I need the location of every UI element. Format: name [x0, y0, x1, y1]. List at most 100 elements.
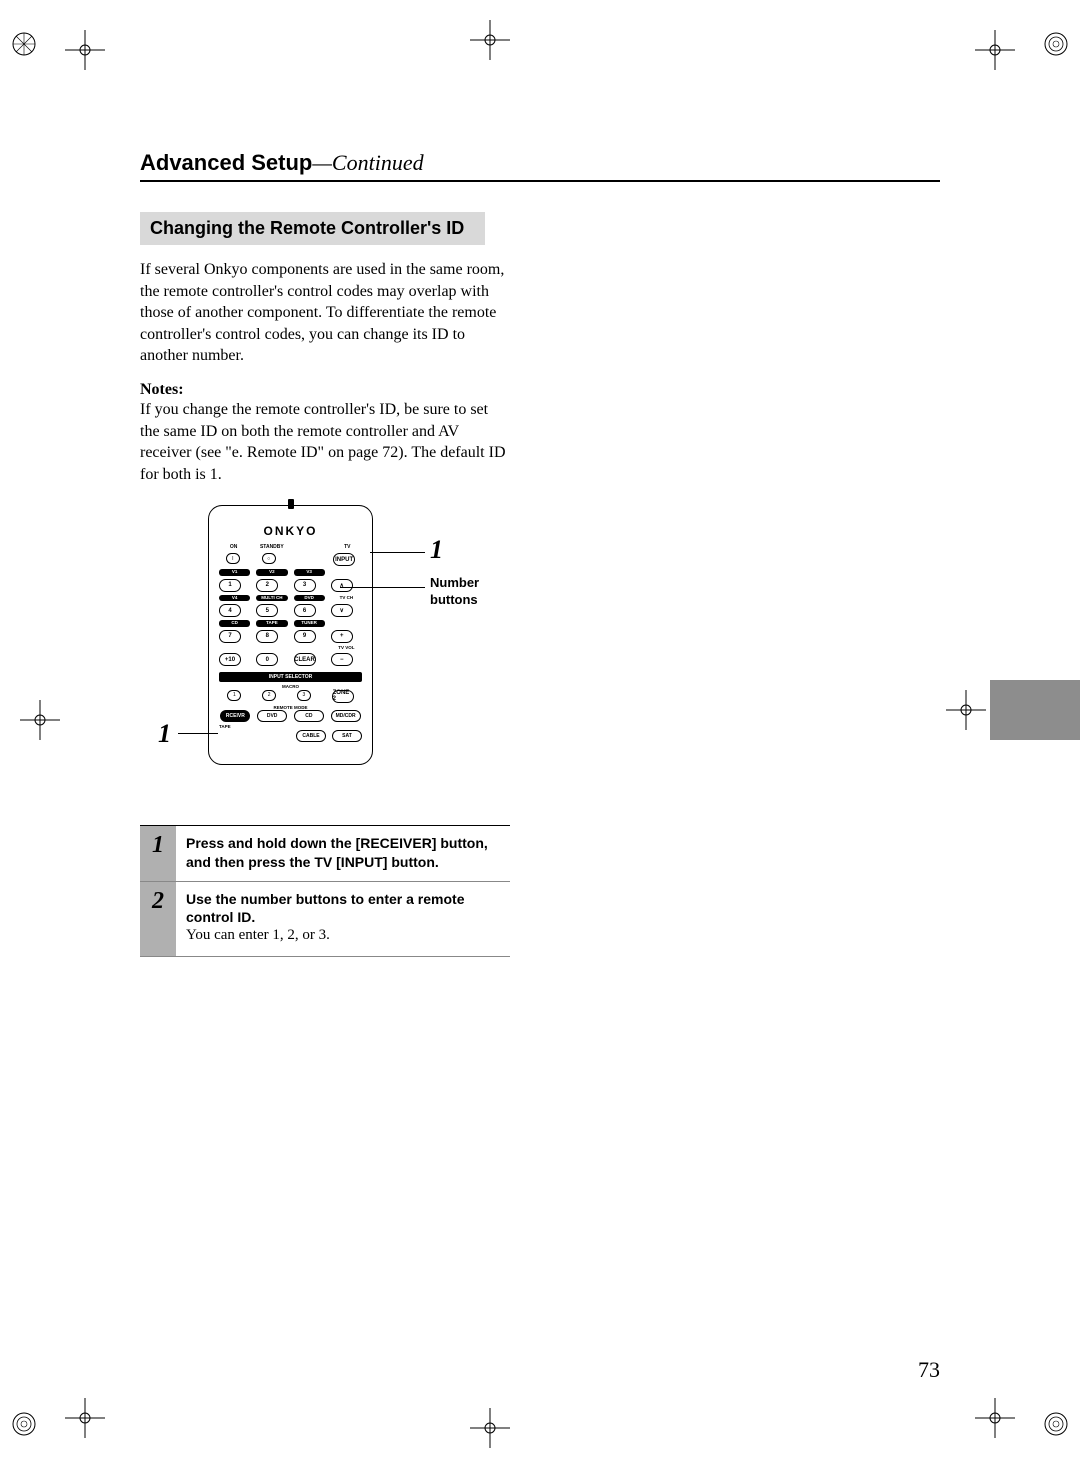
crop-cross-right-mid [946, 690, 986, 730]
btn-0: 0 [256, 653, 278, 666]
notes-block: Notes: If you change the remote controll… [140, 381, 510, 485]
registration-mark-top-left [10, 30, 38, 58]
notes-body: If you change the remote controller's ID… [140, 399, 510, 485]
btn-6: 6 [294, 604, 316, 617]
lbl-multich: MULTI CH [256, 595, 287, 602]
btn-9: 9 [294, 630, 316, 643]
lbl-cd: CD [219, 620, 250, 627]
mode-dvd: DVD [257, 710, 287, 722]
label-spacer [299, 544, 321, 550]
btn-3: 3 [294, 579, 316, 592]
row3-labels: CD TAPE TUNER [209, 620, 372, 627]
btn-1: 1 [219, 579, 241, 592]
leader-numbuttons [340, 587, 425, 588]
steps-end-rule [140, 956, 510, 957]
step-row-1: 1 Press and hold down the [RECEIVER] but… [140, 826, 510, 880]
remote-emitter-icon [288, 499, 294, 509]
macro-1: 1 [227, 690, 241, 701]
steps-table: 1 Press and hold down the [RECEIVER] but… [140, 825, 510, 956]
btn-spacer [297, 553, 311, 564]
crop-cross-top-right [975, 30, 1015, 70]
btn-5: 5 [256, 604, 278, 617]
page-number: 73 [918, 1357, 940, 1383]
header-title: Advanced Setup [140, 150, 312, 176]
lbl-dvd: DVD [294, 595, 325, 602]
label-on: ON [223, 544, 245, 550]
row2-labels: V4 MULTI CH DVD TV CH [209, 595, 372, 602]
lbl-v2: V2 [256, 569, 287, 576]
mode-mdcdr: MD/CDR [331, 710, 361, 722]
section-title: Changing the Remote Controller's ID [140, 212, 485, 245]
btn-4: 4 [219, 604, 241, 617]
macro-3: 3 [297, 690, 311, 701]
crop-cross-left-mid [20, 700, 60, 740]
input-selector-bar: INPUT SELECTOR [219, 672, 362, 682]
mode-row-1: RCEIVR DVD CD MD/CDR [209, 710, 372, 722]
label-standby: STANDBY [260, 544, 284, 550]
left-column: Changing the Remote Controller's ID If s… [140, 212, 510, 957]
step-1-bold: Press and hold down the [RECEIVER] butto… [186, 834, 504, 870]
lbl-v1: V1 [219, 569, 250, 576]
notes-label: Notes: [140, 381, 510, 399]
label-tv: TV [336, 544, 358, 550]
mode-cable: CABLE [296, 730, 326, 742]
callout-receiver-num: 1 [158, 719, 171, 749]
header-continued: —Continued [312, 150, 423, 176]
mode-cd: CD [294, 710, 324, 722]
remote-diagram: ONKYO ON STANDBY TV I ○ INPUT V1 V2 [140, 505, 510, 785]
registration-mark-bottom-left [10, 1410, 38, 1438]
step-1-number: 1 [140, 826, 176, 880]
page-content: Advanced Setup —Continued Changing the R… [140, 150, 940, 957]
mode-receiver: RCEIVR [220, 710, 250, 722]
step-1-body: Press and hold down the [RECEIVER] butto… [176, 826, 510, 880]
lbl-v4: V4 [219, 595, 250, 602]
btn-voldn: − [331, 653, 353, 666]
registration-mark-bottom-right [1042, 1410, 1070, 1438]
btn-on: I [226, 553, 240, 564]
remote-top-buttons: I ○ INPUT [209, 553, 372, 566]
row4-buttons: +10 0 CLEAR − [209, 653, 372, 666]
btn-tv-input: INPUT [333, 553, 355, 566]
crop-cross-top-left [65, 30, 105, 70]
zone2-btn: ZONE 2 [332, 690, 354, 703]
macro-row: 1 2 3 ZONE 2 [209, 690, 372, 703]
btn-volup: + [331, 630, 353, 643]
edge-thumb-tab [990, 680, 1080, 740]
step-row-2: 2 Use the number buttons to enter a remo… [140, 881, 510, 956]
intro-paragraph: If several Onkyo components are used in … [140, 259, 510, 367]
btn-7: 7 [219, 630, 241, 643]
remote-brand: ONKYO [209, 524, 372, 538]
btn-plus10: +10 [219, 653, 241, 666]
callout-input-num: 1 [430, 535, 443, 565]
page-header: Advanced Setup —Continued [140, 150, 940, 182]
mode-row-2: CABLE SAT [209, 730, 372, 742]
callout-number-buttons: Number buttons [430, 575, 479, 608]
crop-cross-bottom-right [975, 1398, 1015, 1438]
step-2-number: 2 [140, 882, 176, 956]
step-2-body: Use the number buttons to enter a remote… [176, 882, 510, 956]
btn-clear: CLEAR [294, 653, 316, 666]
row1-buttons: 1 2 3 ∧ [209, 579, 372, 592]
row4-labels: TV VOL [209, 646, 372, 651]
btn-up: ∧ [331, 579, 353, 592]
mode-sat: SAT [332, 730, 362, 742]
leader-input [370, 552, 425, 553]
crop-cross-bottom-left [65, 1398, 105, 1438]
btn-2: 2 [256, 579, 278, 592]
registration-mark-top-right [1042, 30, 1070, 58]
step-2-bold: Use the number buttons to enter a remote… [186, 890, 504, 926]
leader-receiver [178, 733, 218, 734]
lbl-tvch: TV CH [331, 596, 362, 601]
row1-labels: V1 V2 V3 [209, 569, 372, 576]
lbl-v3: V3 [294, 569, 325, 576]
row3-buttons: 7 8 9 + [209, 630, 372, 643]
crop-cross-bottom-center [470, 1408, 510, 1448]
btn-down: ∨ [331, 604, 353, 617]
lbl-tvvol: TV VOL [331, 646, 362, 651]
remote-top-labels: ON STANDBY TV [209, 544, 372, 550]
row2-buttons: 4 5 6 ∨ [209, 604, 372, 617]
lbl-tape: TAPE [256, 620, 287, 627]
remote-outline: ONKYO ON STANDBY TV I ○ INPUT V1 V2 [208, 505, 373, 765]
lbl-tuner: TUNER [294, 620, 325, 627]
macro-2: 2 [262, 690, 276, 701]
